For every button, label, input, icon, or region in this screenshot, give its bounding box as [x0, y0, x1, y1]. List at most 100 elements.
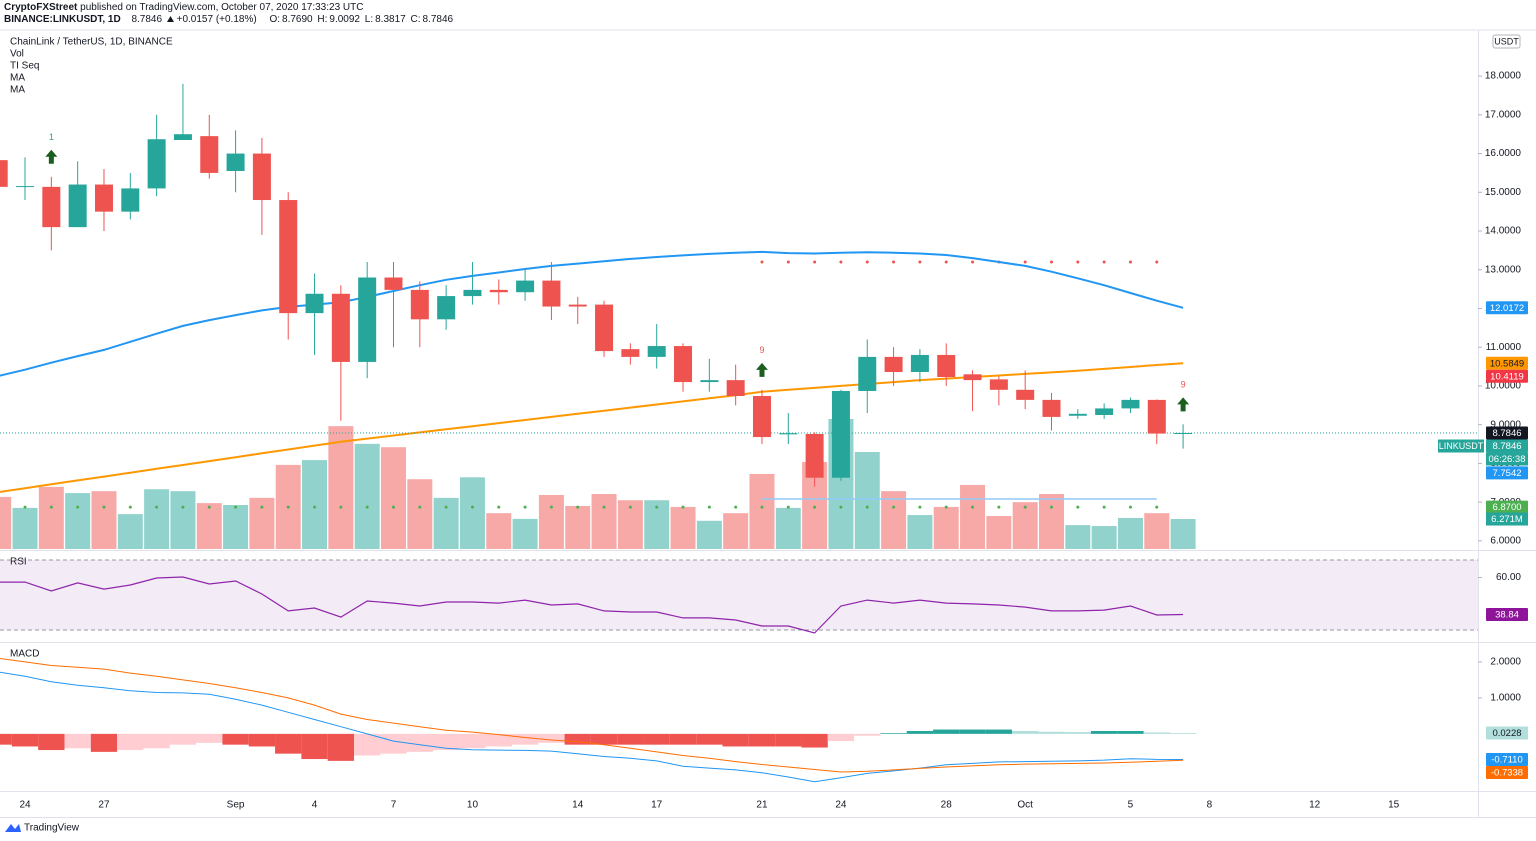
price-label: 10.4119 [1490, 371, 1524, 382]
candle-body [910, 354, 929, 372]
x-tick-label: 5 [1128, 800, 1134, 811]
price-label-box [1486, 439, 1528, 453]
macd-histogram-bar [485, 733, 512, 747]
x-tick-label: 17 [651, 800, 663, 811]
td-level-dot [128, 505, 132, 509]
ohlc-value: 8.7690 [282, 14, 313, 25]
price-label-box [1486, 426, 1528, 440]
macd-histogram-bar [222, 733, 249, 745]
candle-body [831, 390, 850, 478]
macd-histogram-bar [64, 733, 91, 749]
volume-bar [91, 491, 117, 549]
x-tick-label: 24 [19, 800, 31, 811]
candle-body [94, 184, 113, 212]
volume-bar [854, 451, 880, 549]
volume-bar [1170, 519, 1196, 549]
td-level-dot [286, 505, 290, 509]
macd-histogram-bar [11, 733, 39, 747]
volume-bar [1144, 513, 1170, 549]
td-level-dot [839, 505, 843, 509]
x-tick-label: 27 [98, 800, 110, 811]
x-tick-label: 21 [756, 800, 768, 811]
footer: TradingView [24, 823, 80, 834]
y-tick-label: 11.0000 [1486, 342, 1522, 353]
macd-histogram-bar [775, 733, 802, 747]
volume-bar [881, 491, 907, 549]
y-tick-label: 13.0000 [1485, 264, 1522, 275]
volume-bar [512, 518, 538, 549]
logo-icon [5, 824, 21, 832]
candle-body [516, 280, 535, 293]
candle-body [595, 304, 614, 352]
price-label: 8.7846 [1492, 441, 1521, 452]
td-level-dot [760, 260, 764, 264]
td-level-dot [892, 260, 896, 264]
volume-bar [196, 503, 222, 549]
td-level-dot [1102, 260, 1106, 264]
td-level-dot [707, 505, 711, 509]
macd-histogram-bar [406, 733, 433, 752]
macd-histogram-bar [590, 733, 618, 745]
volume-bar [223, 505, 249, 549]
signal-line [0, 657, 1184, 773]
td-level-dot [813, 260, 817, 264]
macd-histogram-bar [722, 733, 749, 747]
macd-histogram-bar [1038, 731, 1065, 734]
volume-bar [12, 507, 38, 549]
legend-entry: TI Seq [10, 61, 39, 72]
chart-title: ChainLink / TetherUS, 1D, BINANCE [10, 37, 173, 48]
volume-bar [1012, 502, 1038, 549]
volume-bar [38, 486, 64, 549]
td-level-dot [1076, 505, 1080, 509]
volume-label-box [1486, 512, 1528, 526]
candle-body [1042, 399, 1061, 417]
volume-bar [407, 479, 433, 549]
candle-body [989, 379, 1008, 390]
macd-histogram-bar [511, 733, 539, 745]
candle-body [200, 136, 219, 173]
price-label-box [1486, 500, 1528, 514]
volume-bar [538, 494, 564, 549]
td-level-dot [1076, 260, 1080, 264]
x-tick-label: Oct [1017, 800, 1033, 811]
candle-body [1174, 433, 1193, 435]
td-level-dot [23, 505, 27, 509]
countdown: 06:26:38 [1489, 454, 1526, 465]
td-level-dot [918, 260, 922, 264]
td-level-dot [260, 505, 264, 509]
td-level-dot [497, 505, 501, 509]
macd-histogram-bar [380, 733, 407, 754]
candle-body [384, 277, 403, 290]
td-arrow [755, 362, 768, 377]
td-level-dot [1023, 505, 1027, 509]
td-level-dot [1128, 260, 1132, 264]
candle-body [1121, 399, 1140, 409]
x-tick-label: Sep [227, 800, 245, 811]
macd-histogram-bar [880, 733, 907, 734]
candle-body [463, 289, 482, 297]
price-label: 8.7846 [1492, 428, 1521, 439]
x-tick-label: 8 [1207, 800, 1213, 811]
macd-histogram-bar [1012, 730, 1039, 734]
volume-bar [302, 460, 328, 549]
price-label: 38.84 [1495, 610, 1519, 621]
price-label-box [1486, 765, 1528, 779]
countdown-box [1486, 452, 1528, 466]
macd-histogram-bar [196, 733, 223, 743]
legend-entry: Vol [10, 49, 24, 60]
volume-bar [328, 426, 354, 549]
x-tick-label: 10 [467, 800, 479, 811]
macd-histogram-bar [617, 733, 644, 745]
legend-entry: MA [10, 73, 25, 84]
td-level-dot [628, 505, 632, 509]
td-level-dot [734, 505, 738, 509]
macd-histogram-bar [248, 733, 276, 747]
ohlc-key: L: [364, 14, 374, 25]
macd-histogram-bar [854, 733, 881, 736]
td-level-dot [1155, 260, 1159, 264]
x-tick-label: 15 [1388, 800, 1400, 811]
macd-histogram-bar [117, 733, 144, 751]
y-tick-label: 2.0000 [1490, 657, 1521, 668]
candle-body [252, 153, 271, 201]
